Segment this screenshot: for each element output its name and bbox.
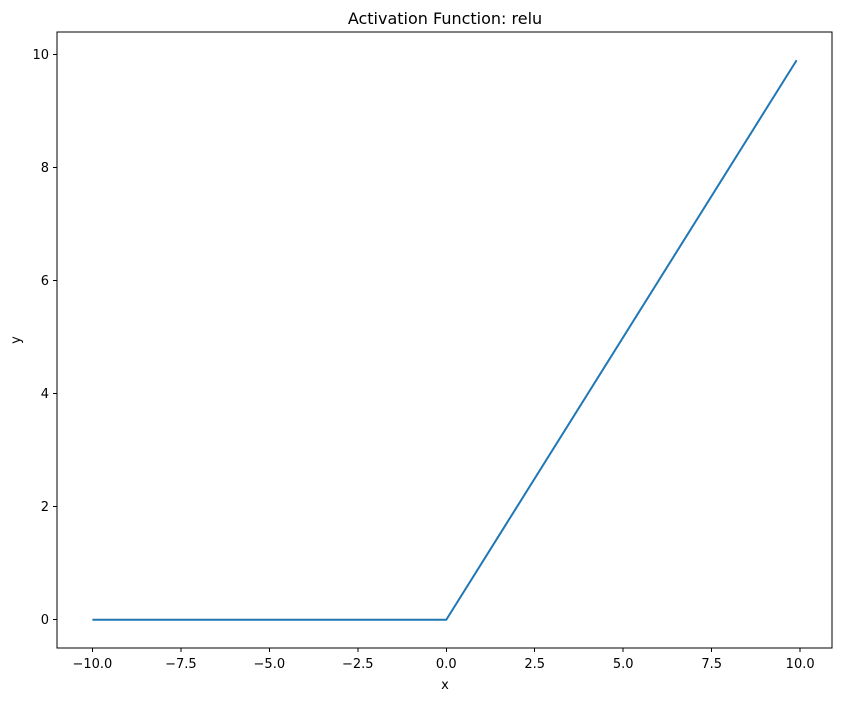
x-tick-label: 10.0 — [786, 657, 815, 672]
y-tick-label: 0 — [41, 613, 49, 628]
x-tick-label: −10.0 — [72, 657, 112, 672]
x-tick-label: 7.5 — [701, 657, 722, 672]
series-line-1 — [92, 59, 798, 621]
y-tick-label: 4 — [41, 387, 49, 402]
axes-frame — [56, 31, 833, 649]
x-tick-label: 5.0 — [613, 657, 634, 672]
x-tick-label: 0.0 — [436, 657, 457, 672]
plot-area: −10.0 −7.5 −5.0 −2.5 0.0 2.5 5.0 7.5 10.0 0 2 4 6 8 1… — [32, 31, 833, 672]
x-tick-label: −5.0 — [254, 657, 286, 672]
x-tick-label: 2.5 — [524, 657, 545, 672]
y-tick-label: 8 — [41, 161, 49, 176]
y-tick-label: 10 — [32, 48, 49, 63]
x-axis-ticks: −10.0 −7.5 −5.0 −2.5 0.0 2.5 5.0 7.5 10.0 — [72, 648, 815, 672]
x-axis-label: x — [441, 678, 449, 693]
y-tick-label: 2 — [41, 500, 49, 515]
chart-title: Activation Function: relu — [348, 9, 542, 28]
y-tick-label: 6 — [41, 274, 49, 289]
series-layer — [92, 59, 798, 621]
x-tick-label: −2.5 — [342, 657, 374, 672]
x-tick-label: −7.5 — [165, 657, 197, 672]
y-axis-label: y — [9, 336, 24, 344]
y-axis-ticks: 0 2 4 6 8 10 — [32, 48, 57, 628]
